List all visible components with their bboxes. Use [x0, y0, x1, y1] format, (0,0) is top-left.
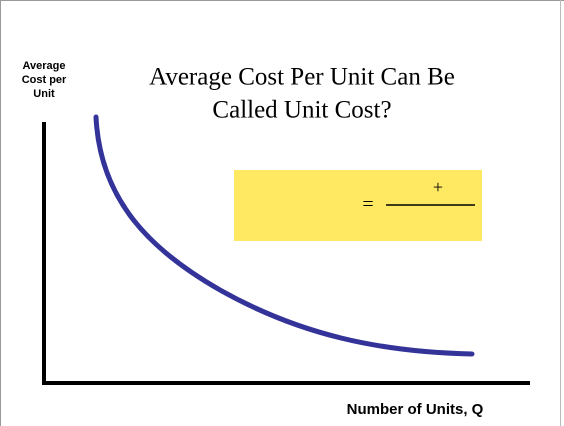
title: Called Unit Cost? [212, 97, 391, 124]
title: Average Cost Per Unit Can Be [149, 64, 455, 91]
average-cost-curve [93, 114, 475, 357]
formula-plus: + [433, 177, 443, 197]
x-axis-label: Number of Units, Q [347, 401, 484, 418]
formula-equals: = [362, 194, 373, 216]
y-axis-label: Cost per [22, 74, 67, 86]
y-axis-label: Average [22, 60, 65, 72]
y-axis-label: Unit [33, 88, 55, 100]
